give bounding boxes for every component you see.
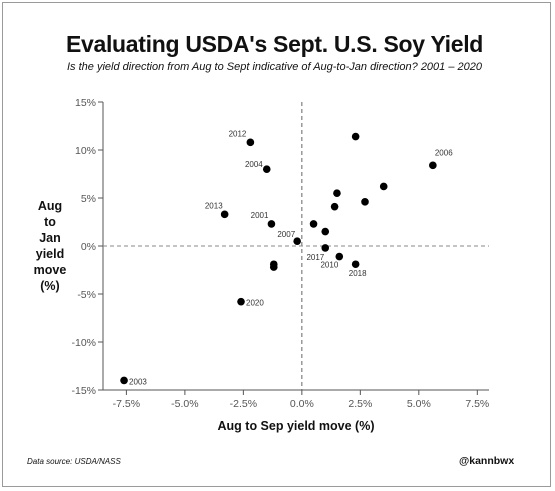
- point-label: 2017: [306, 253, 324, 262]
- data-point: [220, 210, 229, 219]
- data-point: [379, 182, 388, 191]
- data-source-note: Data source: USDA/NASS: [27, 457, 121, 466]
- y-axis-label: Aug to Jan yield move (%): [24, 198, 76, 294]
- data-point: [246, 138, 255, 147]
- data-point: [321, 227, 330, 236]
- x-axis-label: Aug to Sep yield move (%): [217, 419, 375, 433]
- data-point: [237, 297, 245, 306]
- data-point: [267, 220, 276, 228]
- point-label: 2007: [277, 230, 295, 239]
- y-tick-label: -10%: [71, 337, 96, 349]
- y-tick-label: -5%: [77, 289, 96, 301]
- y-axis-label-line: move: [33, 263, 67, 277]
- data-point: [335, 252, 344, 261]
- data-point: [330, 202, 339, 211]
- point-label: 2004: [245, 160, 263, 169]
- point-label: 2003: [129, 377, 147, 386]
- x-tick-label: 0.0%: [290, 398, 314, 410]
- y-tick-label: 5%: [81, 193, 96, 205]
- y-tick-label: -15%: [71, 385, 96, 397]
- point-label: 2018: [349, 269, 367, 278]
- chart-title: Evaluating USDA's Sept. U.S. Soy Yield: [65, 31, 484, 57]
- y-tick-label: 15%: [75, 97, 96, 109]
- x-tick-label: -5.0%: [171, 398, 198, 410]
- x-tick-label: 5.0%: [407, 398, 431, 410]
- y-axis-label-line: yield: [35, 247, 65, 261]
- y-tick-label: 10%: [75, 145, 96, 157]
- data-point: [309, 220, 318, 228]
- chart-frame: [2, 2, 551, 487]
- data-point: [351, 260, 360, 269]
- x-tick-label: 2.5%: [348, 398, 372, 410]
- data-point: [333, 189, 341, 197]
- y-tick-label: 0%: [81, 241, 96, 253]
- y-axis-label-line: (%): [40, 279, 60, 293]
- data-point: [351, 132, 360, 141]
- x-tick-label: -2.5%: [230, 398, 257, 410]
- x-tick-label: 7.5%: [465, 398, 489, 410]
- data-point: [262, 165, 271, 173]
- x-tick-label: -7.5%: [113, 398, 140, 410]
- data-point: [429, 161, 437, 170]
- data-point: [293, 237, 301, 245]
- point-label: 2006: [435, 148, 453, 157]
- point-label: 2010: [320, 261, 338, 270]
- data-point: [361, 198, 369, 206]
- point-label: 2020: [246, 299, 264, 308]
- point-label: 2012: [229, 129, 247, 138]
- data-point: [269, 263, 278, 271]
- y-axis-label-line: Jan: [39, 231, 61, 245]
- y-axis-label-line: to: [44, 215, 56, 229]
- data-point: [321, 244, 330, 252]
- data-point: [120, 376, 128, 385]
- point-label: 2001: [251, 211, 269, 220]
- author-handle: @kannbwx: [459, 455, 515, 467]
- point-label: 2013: [205, 201, 223, 210]
- y-axis-label-line: Aug: [37, 199, 63, 213]
- chart-subtitle: Is the yield direction from Aug to Sept …: [67, 61, 482, 73]
